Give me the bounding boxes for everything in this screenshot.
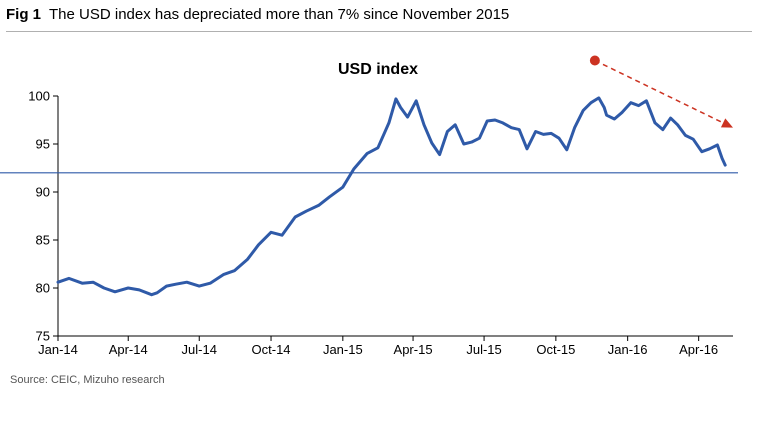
x-tick-label: Jan-15 <box>323 342 363 357</box>
figure-label: Fig 1 <box>6 6 42 23</box>
header-divider <box>6 31 752 32</box>
chart-title: USD index <box>338 61 418 78</box>
source-note: Source: CEIC, Mizuho research <box>10 374 165 386</box>
trend-start-marker <box>589 55 600 66</box>
x-tick-label: Oct-14 <box>252 342 291 357</box>
figure-header: Fig 1 The USD index has depreciated more … <box>6 5 752 25</box>
y-tick-label: 95 <box>36 137 50 152</box>
figure-caption: The USD index has depreciated more than … <box>49 6 510 23</box>
x-tick-label: Oct-15 <box>536 342 575 357</box>
usd-index-chart: USD index 75 80 85 90 95 100 Jan-14 Apr-14 Jul-1… <box>0 55 738 357</box>
x-tick-label: Apr-14 <box>109 342 148 357</box>
y-tick-label: 85 <box>36 233 50 248</box>
x-tick-label: Apr-16 <box>679 342 718 357</box>
trend-arrow-head <box>720 118 733 128</box>
y-tick-label: 80 <box>36 281 50 296</box>
annotation-layer <box>589 55 733 128</box>
y-tick-label: 90 <box>36 185 50 200</box>
x-tick-label: Jul-15 <box>466 342 501 357</box>
axis-layer: 75 80 85 90 95 100 Jan-14 Apr-14 Jul-14 Oct-14 Jan… <box>28 89 733 357</box>
y-tick-label: 75 <box>36 329 50 344</box>
x-tick-label: Jul-14 <box>182 342 217 357</box>
x-tick-label: Jan-16 <box>608 342 648 357</box>
trend-arrow-line <box>594 59 724 124</box>
series-layer <box>56 96 727 297</box>
usd-index-series-line <box>56 96 727 297</box>
x-tick-label: Apr-15 <box>394 342 433 357</box>
x-tick-label: Jan-14 <box>38 342 78 357</box>
y-tick-label: 100 <box>28 89 50 104</box>
